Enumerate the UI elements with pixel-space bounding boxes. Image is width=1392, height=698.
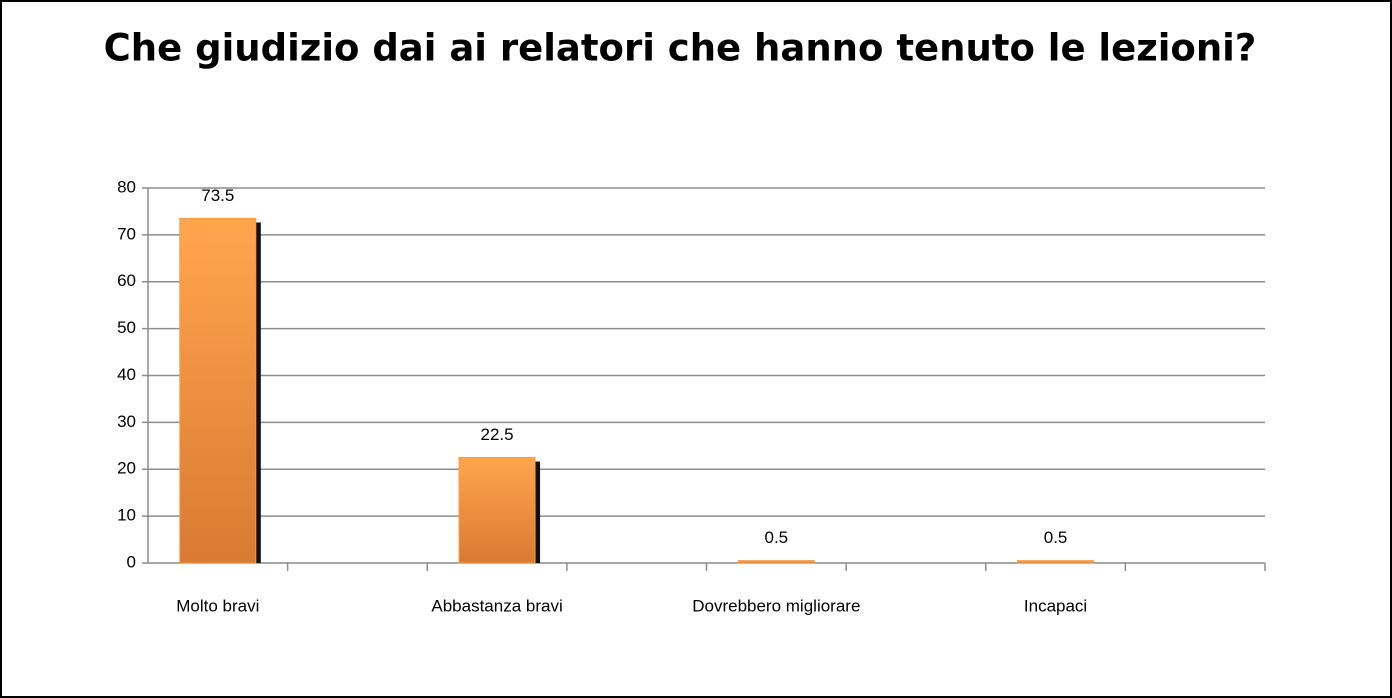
- y-tick-label: 10: [117, 506, 136, 525]
- bar: [737, 560, 815, 564]
- y-tick-label: 40: [117, 365, 136, 384]
- bar: [458, 457, 536, 564]
- value-label: 0.5: [1044, 528, 1068, 547]
- value-label: 0.5: [764, 528, 788, 547]
- y-tick-label: 0: [127, 552, 136, 571]
- value-label: 73.5: [201, 186, 234, 205]
- y-tick-label: 50: [117, 318, 136, 337]
- x-tick-label: Dovrebbero migliorare: [692, 596, 860, 615]
- x-tick-label: Molto bravi: [176, 596, 259, 615]
- x-tick-label: Abbastanza bravi: [431, 596, 562, 615]
- y-tick-label: 70: [117, 224, 136, 243]
- chart-title: Che giudizio dai ai relatori che hanno t…: [104, 27, 1257, 70]
- y-tick-label: 60: [117, 271, 136, 290]
- y-tick-label: 30: [117, 412, 136, 431]
- x-tick-label: Incapaci: [1024, 596, 1087, 615]
- bar: [1017, 560, 1095, 564]
- y-tick-label: 80: [117, 177, 136, 196]
- value-label: 22.5: [481, 425, 514, 444]
- bar: [179, 217, 257, 564]
- y-tick-label: 20: [117, 459, 136, 478]
